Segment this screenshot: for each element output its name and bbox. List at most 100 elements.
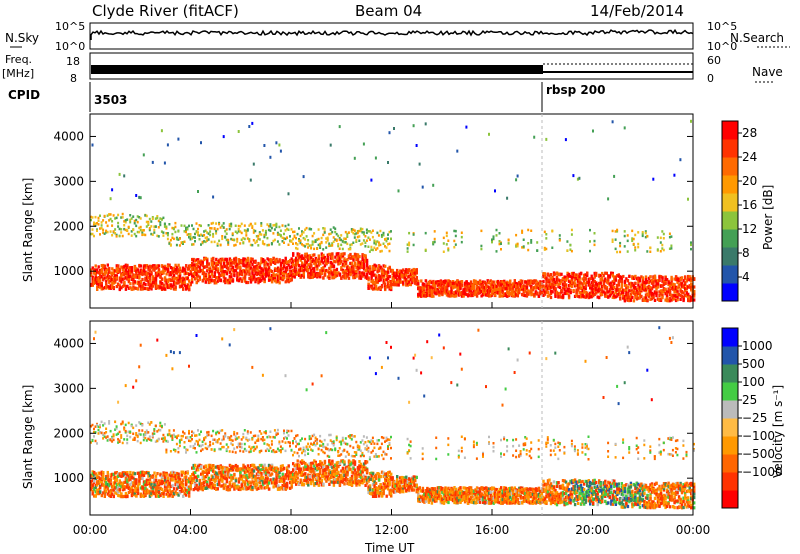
range-cell — [555, 290, 559, 294]
range-cell — [163, 161, 166, 165]
range-cell — [120, 277, 123, 281]
range-cell — [130, 424, 133, 428]
range-cell — [457, 281, 461, 285]
range-cell — [261, 276, 265, 280]
range-cell — [308, 244, 311, 247]
range-cell — [91, 232, 94, 236]
range-cell — [551, 279, 554, 283]
range-cell — [195, 262, 198, 267]
range-cell — [323, 259, 327, 263]
range-cell — [147, 421, 150, 424]
range-cell — [90, 215, 92, 219]
range-cell — [650, 297, 654, 301]
range-cell — [206, 259, 209, 263]
range-cell — [346, 258, 349, 262]
range-cell — [593, 239, 596, 243]
range-cell — [341, 240, 344, 243]
range-cell — [136, 215, 139, 218]
range-cell — [120, 474, 123, 478]
range-cell — [332, 240, 335, 243]
range-cell — [334, 260, 337, 264]
range-cell — [427, 293, 431, 297]
range-cell — [646, 293, 649, 297]
range-cell — [123, 426, 126, 429]
range-cell — [183, 283, 186, 287]
range-cell — [567, 279, 571, 283]
range-cell — [453, 281, 456, 285]
range-cell — [445, 289, 449, 293]
range-cell — [305, 252, 308, 256]
range-cell — [207, 272, 210, 276]
range-cell — [557, 278, 560, 282]
range-cell — [204, 229, 207, 232]
range-cell — [668, 235, 671, 239]
range-cell — [93, 280, 96, 285]
range-cell — [284, 256, 287, 260]
range-cell — [483, 291, 486, 296]
range-cell — [439, 280, 443, 284]
range-cell — [653, 284, 657, 288]
range-cell — [91, 266, 94, 270]
range-cell — [319, 246, 322, 249]
range-cell — [634, 295, 637, 299]
range-cell — [494, 283, 497, 287]
range-cell — [444, 288, 447, 292]
range-cell — [463, 287, 467, 291]
range-cell — [118, 268, 121, 272]
range-cell — [448, 281, 452, 285]
range-cell — [304, 245, 307, 248]
range-cell — [482, 283, 485, 288]
range-cell — [504, 284, 507, 288]
range-cell — [117, 213, 120, 217]
range-cell — [516, 288, 519, 292]
range-cell — [160, 264, 164, 268]
range-cell — [263, 242, 266, 246]
range-cell — [543, 230, 546, 234]
range-cell — [408, 282, 411, 286]
range-cell — [162, 265, 165, 269]
range-cell — [103, 285, 106, 290]
range-cell — [393, 272, 396, 276]
range-cell — [231, 269, 235, 273]
range-cell — [688, 296, 691, 300]
range-cell — [148, 217, 151, 221]
range-cell — [115, 233, 118, 237]
range-cell — [245, 263, 248, 267]
range-cell — [420, 290, 423, 294]
range-cell — [611, 274, 614, 278]
range-cell — [432, 283, 435, 287]
range-cell — [632, 299, 636, 303]
range-cell — [145, 225, 148, 228]
range-cell — [136, 471, 140, 475]
range-cell — [667, 290, 670, 294]
range-cell — [474, 280, 477, 285]
range-cell — [230, 237, 233, 241]
range-cell — [115, 478, 118, 482]
range-cell — [94, 431, 97, 434]
range-cell — [331, 273, 334, 277]
range-cell — [124, 429, 127, 433]
range-cell — [106, 277, 109, 281]
range-cell — [242, 263, 245, 268]
range-cell — [162, 271, 165, 275]
range-cell — [337, 254, 340, 258]
range-cell — [659, 291, 663, 296]
range-cell — [112, 268, 115, 273]
range-cell — [118, 276, 121, 280]
range-cell — [516, 285, 519, 289]
range-cell — [370, 178, 373, 182]
range-cell — [533, 280, 536, 284]
range-cell — [388, 275, 391, 279]
range-cell — [596, 295, 599, 299]
range-cell — [690, 298, 693, 302]
range-cell — [338, 238, 341, 242]
range-cell — [387, 237, 389, 240]
range-cell — [343, 241, 346, 244]
range-cell — [545, 233, 548, 236]
range-cell — [270, 280, 274, 284]
range-cell — [693, 289, 696, 294]
range-cell — [302, 269, 305, 273]
range-cell — [653, 298, 657, 302]
range-cell — [109, 286, 112, 290]
range-cell — [664, 276, 667, 280]
